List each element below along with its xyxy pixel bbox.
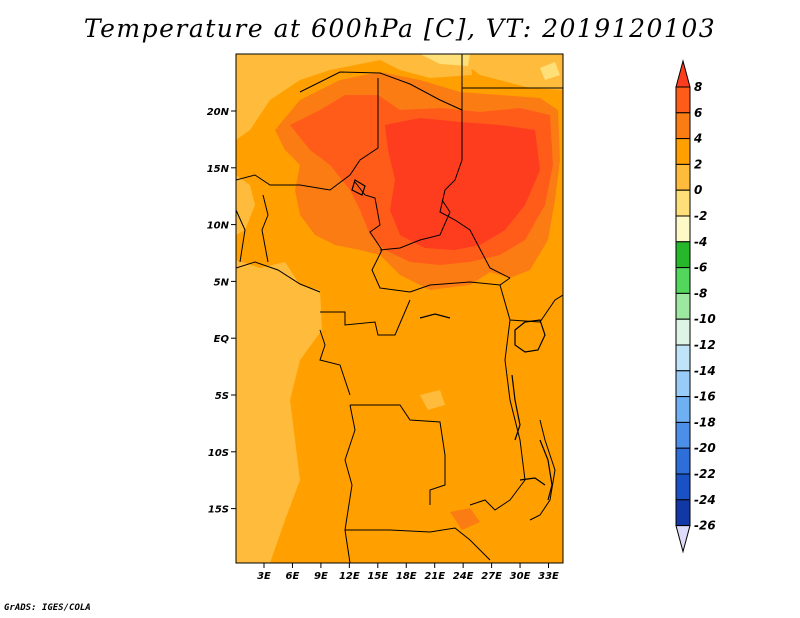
colorbar-label: -8 [694,286,707,300]
border-togo [236,209,246,263]
border-chad [379,199,451,251]
country-borders [236,54,563,563]
border-cameroon [354,181,411,293]
colorbar-box [675,421,691,449]
colorbar-box [675,112,691,140]
field-0-2-north [236,54,472,140]
lon-label: 27E [481,571,502,582]
lon-label: 6E [286,571,300,582]
map-frame [235,53,564,564]
lon-label: 33E [538,571,559,582]
field-0-2-west [236,260,322,563]
colorbar-label: -18 [694,415,716,429]
lat-label: 5N [214,277,230,288]
colorbar-box [675,86,691,114]
colorbar-label: -4 [694,235,707,249]
colorbar-box [675,138,691,165]
colorbar: 8 6 4 2 0 -2 -4 -6 -8 -10 -12 -14 -16 -18 -20 -22 -24 -26 [675,59,716,554]
colorbar-label: -10 [694,312,716,326]
colorbar-box [675,267,691,294]
colorbar-label: 2 [694,157,702,171]
colorbar-box [675,318,691,346]
border-libya [299,71,463,111]
field-neg2-0-ne [540,62,560,80]
lake-malawi [539,439,553,501]
lon-label: 3E [257,571,271,582]
border-gabon [320,299,411,336]
latitude-axis: 20N 15N 10N 5N EQ 5S 10S 15S [207,107,236,516]
border-uganda [509,294,563,323]
field-0-2-ne [458,54,563,90]
river-congo [419,313,451,319]
lat-label: EQ [214,334,230,345]
grads-credit: GrADS: IGES/COLA [4,603,91,613]
border-congo [319,329,351,396]
field-over-8 [385,118,540,250]
colorbar-label: 8 [694,80,702,94]
border-angola [350,404,446,505]
lon-label: 18E [396,571,417,582]
colorbar-box [675,370,691,398]
lon-label: 24E [453,571,474,582]
colorbar-label: -2 [694,209,707,223]
border-car [409,277,511,293]
field-4-6-south [450,508,480,530]
colorbar-box [675,473,691,501]
colorbar-label: -26 [694,519,716,533]
lake-chad [351,179,366,196]
colorbar-box [675,447,691,475]
lon-label: 9E [314,571,328,582]
colorbar-label: -6 [694,261,707,275]
colorbar-box [675,396,691,423]
colorbar-label: -14 [694,364,716,378]
colorbar-box [675,163,691,191]
temperature-field [236,54,563,563]
colorbar-box [675,499,691,527]
longitude-axis: 3E 6E 9E 12E 15E 18E 21E 24E 27E 30E 33E [257,563,559,582]
lat-label: 5S [215,391,229,402]
colorbar-label: -12 [694,338,716,352]
lake-tanganyika [511,374,521,441]
colorbar-label: -22 [694,467,716,481]
colorbar-box [675,241,691,269]
colorbar-bottom-arrow [675,525,691,554]
colorbar-label: 6 [694,106,702,120]
lake-kariba [519,477,546,486]
colorbar-top-arrow [675,59,691,88]
lake-victoria [514,319,546,353]
border-drc-east [469,284,526,511]
border-benin [261,194,269,263]
field-0-2-patch [420,390,445,410]
lakes [351,179,553,501]
lat-label: 10S [208,448,229,459]
colorbar-box [675,215,691,243]
lon-label: 12E [339,571,360,582]
colorbar-box [675,189,691,217]
lat-label: 15N [207,164,230,175]
colorbar-label: -20 [694,441,716,455]
colorbar-label: 0 [694,183,702,197]
lon-label: 30E [510,571,531,582]
lon-label: 15E [367,571,388,582]
border-niger [236,78,379,191]
chart-title: Temperature at 600hPa [C], VT: 201912010… [83,14,717,43]
lat-label: 20N [207,107,230,118]
colorbar-label: -16 [694,390,716,404]
colorbar-label: -24 [694,493,716,507]
colorbar-label: 4 [693,132,702,146]
lat-label: 10N [207,221,230,232]
border-gulf [236,261,321,293]
border-namibia [345,527,491,561]
lon-label: 21E [424,571,445,582]
field-neg2-0-north [420,54,470,66]
colorbar-box [675,292,691,320]
colorbar-box [675,344,691,372]
lat-label: 15S [208,505,229,516]
border-angola-west [344,404,356,563]
